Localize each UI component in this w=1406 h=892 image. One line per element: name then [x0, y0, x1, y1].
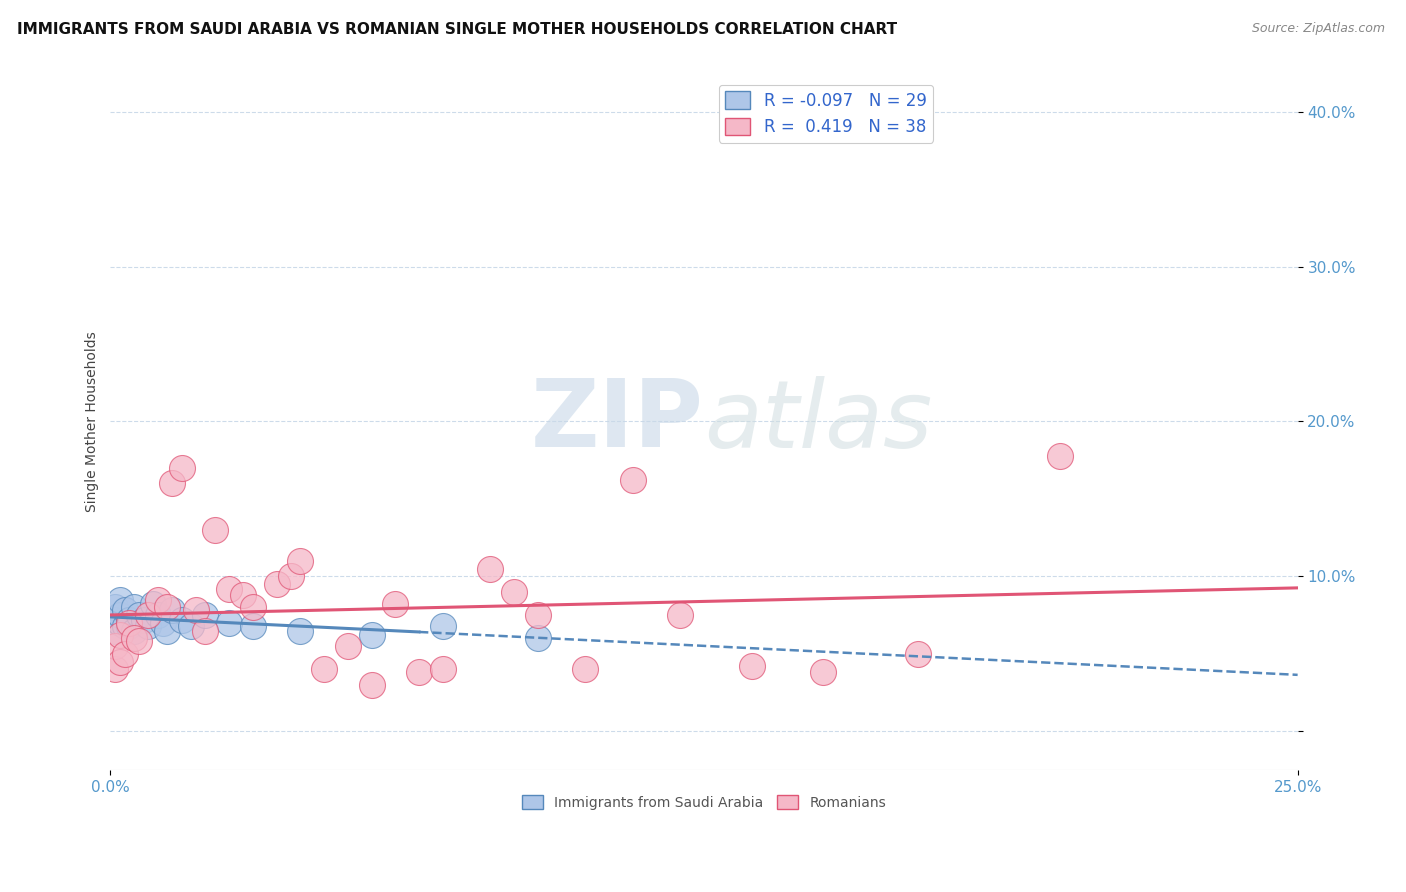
Point	[118, 613, 141, 627]
Point	[122, 624, 145, 638]
Point	[128, 634, 150, 648]
Point	[503, 585, 526, 599]
Point	[242, 600, 264, 615]
Point	[194, 624, 217, 638]
Point	[104, 600, 127, 615]
Point	[180, 619, 202, 633]
Point	[574, 662, 596, 676]
Point	[146, 592, 169, 607]
Point	[184, 603, 207, 617]
Point	[108, 615, 131, 630]
Point	[290, 624, 312, 638]
Point	[108, 608, 131, 623]
Point	[218, 615, 240, 630]
Text: ZIP: ZIP	[531, 376, 704, 467]
Point	[290, 554, 312, 568]
Point	[156, 600, 179, 615]
Point	[118, 619, 141, 633]
Text: Source: ZipAtlas.com: Source: ZipAtlas.com	[1251, 22, 1385, 36]
Point	[432, 662, 454, 676]
Y-axis label: Single Mother Households: Single Mother Households	[86, 331, 100, 512]
Point	[138, 619, 160, 633]
Point	[156, 624, 179, 638]
Point	[118, 615, 141, 630]
Point	[479, 561, 502, 575]
Text: atlas: atlas	[704, 376, 932, 467]
Point	[104, 613, 127, 627]
Point	[194, 608, 217, 623]
Point	[907, 647, 929, 661]
Point	[741, 659, 763, 673]
Point	[114, 603, 136, 617]
Point	[432, 619, 454, 633]
Point	[1049, 449, 1071, 463]
Point	[152, 615, 174, 630]
Point	[527, 632, 550, 646]
Point	[104, 624, 127, 638]
Point	[266, 577, 288, 591]
Point	[104, 662, 127, 676]
Point	[360, 678, 382, 692]
Point	[122, 600, 145, 615]
Point	[242, 619, 264, 633]
Point	[104, 639, 127, 653]
Point	[160, 603, 183, 617]
Point	[108, 655, 131, 669]
Point	[108, 628, 131, 642]
Point	[384, 597, 406, 611]
Legend: Immigrants from Saudi Arabia, Romanians: Immigrants from Saudi Arabia, Romanians	[516, 789, 891, 815]
Point	[336, 639, 359, 653]
Point	[669, 608, 692, 623]
Point	[204, 523, 226, 537]
Point	[160, 476, 183, 491]
Point	[218, 582, 240, 596]
Point	[108, 592, 131, 607]
Point	[128, 608, 150, 623]
Point	[408, 665, 430, 680]
Point	[142, 597, 165, 611]
Point	[360, 628, 382, 642]
Point	[114, 619, 136, 633]
Point	[621, 474, 644, 488]
Point	[314, 662, 336, 676]
Point	[280, 569, 302, 583]
Point	[232, 588, 254, 602]
Point	[527, 608, 550, 623]
Point	[114, 647, 136, 661]
Point	[170, 461, 193, 475]
Point	[170, 613, 193, 627]
Point	[811, 665, 834, 680]
Point	[138, 608, 160, 623]
Text: IMMIGRANTS FROM SAUDI ARABIA VS ROMANIAN SINGLE MOTHER HOUSEHOLDS CORRELATION CH: IMMIGRANTS FROM SAUDI ARABIA VS ROMANIAN…	[17, 22, 897, 37]
Point	[122, 632, 145, 646]
Point	[132, 613, 155, 627]
Point	[146, 608, 169, 623]
